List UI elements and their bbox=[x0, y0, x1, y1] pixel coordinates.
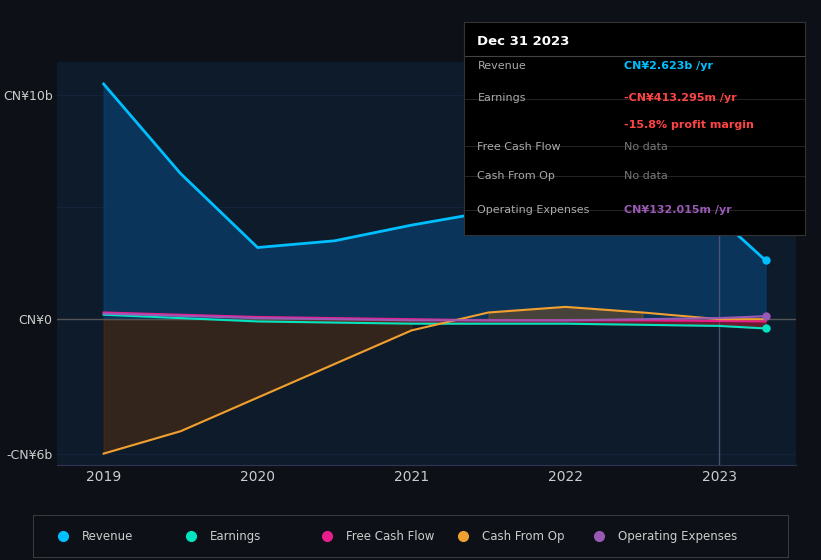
Text: CN¥132.015m /yr: CN¥132.015m /yr bbox=[624, 206, 732, 216]
Text: Earnings: Earnings bbox=[478, 92, 526, 102]
Text: Dec 31 2023: Dec 31 2023 bbox=[478, 35, 570, 48]
Text: Free Cash Flow: Free Cash Flow bbox=[346, 530, 434, 543]
Text: Free Cash Flow: Free Cash Flow bbox=[478, 142, 561, 152]
Text: No data: No data bbox=[624, 171, 667, 181]
Text: Revenue: Revenue bbox=[82, 530, 133, 543]
Text: Operating Expenses: Operating Expenses bbox=[618, 530, 737, 543]
Text: -CN¥413.295m /yr: -CN¥413.295m /yr bbox=[624, 92, 736, 102]
Text: -15.8% profit margin: -15.8% profit margin bbox=[624, 120, 754, 130]
Text: Revenue: Revenue bbox=[478, 60, 526, 71]
Text: CN¥2.623b /yr: CN¥2.623b /yr bbox=[624, 60, 713, 71]
Text: Cash From Op: Cash From Op bbox=[478, 171, 555, 181]
Text: Cash From Op: Cash From Op bbox=[482, 530, 565, 543]
Text: No data: No data bbox=[624, 142, 667, 152]
Text: Operating Expenses: Operating Expenses bbox=[478, 206, 589, 216]
Text: Earnings: Earnings bbox=[210, 530, 262, 543]
